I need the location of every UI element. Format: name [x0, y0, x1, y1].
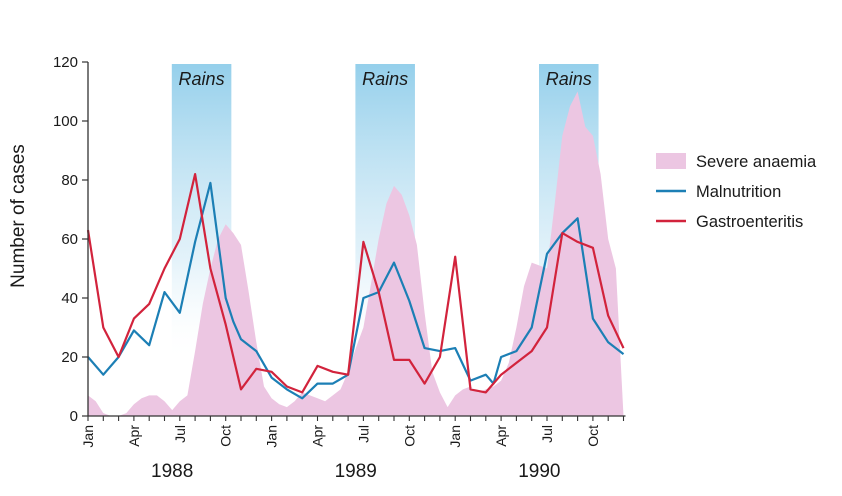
- legend-label-malnutrition: Malnutrition: [696, 183, 781, 201]
- y-tick-label: 120: [53, 54, 78, 71]
- y-axis-title: Number of cases: [8, 144, 29, 288]
- x-month-label: Jul: [355, 425, 371, 443]
- x-month-label: Jan: [447, 425, 463, 448]
- y-tick-label: 40: [61, 290, 78, 307]
- legend-label-gastroenteritis: Gastroenteritis: [696, 213, 803, 231]
- legend-label-severe-anaemia: Severe anaemia: [696, 153, 817, 171]
- legend: Severe anaemia Malnutrition Gastroenteriti…: [656, 153, 817, 231]
- x-month-label: Apr: [126, 425, 142, 447]
- gastroenteritis-line: [86, 173, 625, 394]
- severe-anaemia-area-layer: [88, 91, 624, 416]
- y-tick-label: 60: [61, 231, 78, 248]
- x-month-label: Jul: [172, 425, 188, 443]
- axes: 0 20 40 60 80 100 120 Jan Apr Jul Oct Jan Apr Jul Oct J…: [53, 54, 626, 482]
- y-tick-label: 100: [53, 113, 78, 130]
- x-year-label: 1990: [518, 461, 560, 482]
- rains-label: Rains: [546, 69, 592, 89]
- x-year-label: 1989: [335, 461, 377, 482]
- rains-label: Rains: [362, 69, 408, 89]
- severe-anaemia-area: [88, 91, 624, 416]
- malnutrition-line: [87, 181, 625, 400]
- y-tick-label: 20: [61, 349, 78, 366]
- x-month-label: Jul: [539, 425, 555, 443]
- y-tick-label: 80: [61, 172, 78, 189]
- x-month-label: Oct: [218, 425, 234, 447]
- x-month-label: Oct: [401, 425, 417, 447]
- rains-label: Rains: [179, 69, 225, 89]
- x-year-label: 1988: [151, 461, 193, 482]
- y-tick-label: 0: [70, 408, 78, 425]
- lines-layer: [86, 173, 625, 400]
- legend-swatch-severe-anaemia: [656, 153, 686, 169]
- x-month-label: Apr: [493, 425, 509, 447]
- x-month-label: Apr: [310, 425, 326, 447]
- x-month-label: Oct: [585, 425, 601, 447]
- x-month-label: Jan: [80, 425, 96, 448]
- x-month-label: Jan: [264, 425, 280, 448]
